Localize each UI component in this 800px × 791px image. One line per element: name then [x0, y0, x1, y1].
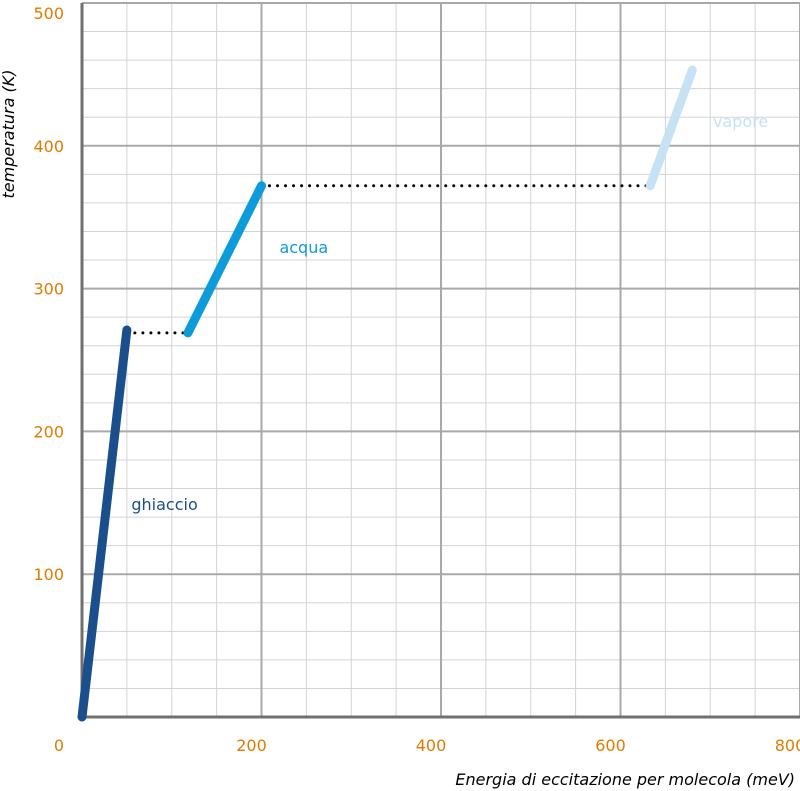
x-tick-label: 600: [595, 736, 626, 755]
phase-transitions: [125, 184, 652, 335]
series-line-vapore: [645, 65, 697, 191]
x-tick-label: 0: [54, 736, 64, 755]
series-line-ghiaccio: [77, 325, 132, 722]
series-lines: [77, 65, 697, 722]
grid: [80, 2, 800, 719]
x-axis-title: Energia di eccitazione per molecola (meV…: [455, 770, 795, 789]
y-tick-label: 100: [33, 565, 64, 584]
series-labels: ghiaccio acqua vapore: [131, 112, 768, 514]
x-tick-label: 400: [416, 736, 447, 755]
tick-labels: 0 200 400 600 800 100 200 300 400 500: [33, 4, 800, 755]
series-label-acqua: acqua: [279, 238, 328, 257]
y-tick-label: 300: [33, 280, 64, 299]
series-label-ghiaccio: ghiaccio: [131, 495, 197, 514]
y-axis-title: temperatura (K): [0, 70, 18, 199]
series-line-acqua: [183, 181, 266, 338]
y-tick-label: 500: [33, 4, 64, 23]
y-tick-label: 200: [33, 422, 64, 441]
y-tick-label: 400: [33, 137, 64, 156]
x-tick-label: 800: [775, 736, 800, 755]
series-label-vapore: vapore: [713, 112, 768, 131]
x-tick-label: 200: [236, 736, 267, 755]
